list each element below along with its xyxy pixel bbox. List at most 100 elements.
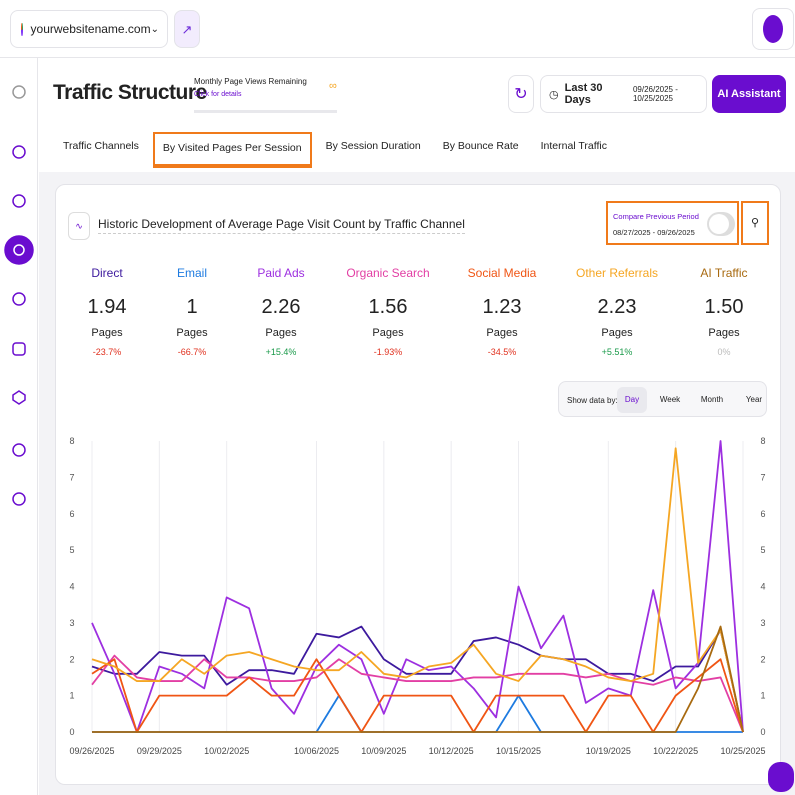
date-range-picker[interactable]: ◷ Last 30 Days 09/26/2025 - 10/25/2025: [540, 75, 707, 113]
chart-card: [55, 184, 781, 785]
kpi-name: Social Media: [467, 266, 537, 280]
kpi-value: 1.50: [704, 296, 744, 318]
tab[interactable]: By Visited Pages Per Session: [152, 132, 312, 166]
refresh-button[interactable]: ↻: [508, 75, 534, 113]
tab[interactable]: By Session Duration: [325, 140, 421, 152]
tab[interactable]: By Bounce Rate: [442, 140, 519, 152]
tab[interactable]: Traffic Channels: [63, 140, 139, 152]
show-by: Show data by: Day Week Month Year: [558, 381, 767, 417]
kpi-name: Organic Search: [346, 266, 430, 280]
toggle-switch[interactable]: [707, 212, 735, 236]
x-tick-label: 10/09/2025: [361, 746, 406, 756]
date-range: 09/26/2025 - 10/25/2025: [632, 85, 678, 103]
y2-tick-label: 2: [760, 654, 765, 664]
card-title: Historic Development of Average Page Vis…: [98, 217, 465, 234]
sidebar: [0, 58, 38, 795]
y2-tick-label: 7: [760, 472, 765, 482]
ai-assistant-label: AI Assistant: [717, 88, 781, 100]
show-by-label: Show data by:: [567, 396, 618, 405]
kpi-value: 1.94: [87, 296, 127, 318]
x-tick-label: 10/22/2025: [653, 746, 698, 756]
site-selector[interactable]: yourwebsitename.com ⌄: [10, 10, 168, 48]
kpi-change: -66.7%: [177, 347, 207, 357]
y2-tick-label: 0: [760, 727, 765, 737]
kpi-value: 1: [186, 296, 198, 318]
site-name: yourwebsitename.com: [30, 22, 151, 36]
date-range-label: Last 30 Days: [564, 82, 603, 106]
y-tick-label: 6: [69, 509, 74, 519]
top-bar: yourwebsitename.com ⌄ ↗: [0, 0, 795, 58]
show-by-option[interactable]: Month: [700, 395, 724, 404]
kpi-name: Direct: [91, 266, 123, 280]
y-tick-label: 0: [69, 727, 74, 737]
kpi-name: Other Referrals: [575, 266, 659, 280]
kpi-unit: Pages: [91, 327, 123, 339]
x-tick-label: 10/25/2025: [720, 746, 765, 756]
series-line: [91, 447, 744, 733]
y-tick-label: 2: [69, 654, 74, 664]
tabs: Traffic Channels By Visited Pages Per Ses…: [55, 132, 621, 166]
kpi-value: 1.23: [482, 296, 522, 318]
quota-value: ∞: [329, 80, 337, 92]
y2-tick-label: 1: [760, 691, 765, 701]
series-line: [91, 654, 744, 733]
y2-tick-label: 3: [760, 618, 765, 628]
y-tick-label: 1: [69, 691, 74, 701]
series-line: [91, 440, 744, 733]
y2-tick-label: 4: [760, 582, 765, 592]
kpi-value: 1.56: [368, 296, 408, 318]
kpi-unit: Pages: [708, 327, 740, 339]
quota-link[interactable]: Click for details: [194, 91, 242, 98]
sidebar-icons: [4, 85, 34, 506]
x-tick-label: 10/12/2025: [429, 746, 474, 756]
y2-tick-label: 8: [760, 436, 765, 446]
show-by-option[interactable]: Day: [617, 387, 647, 413]
compare-toggle[interactable]: Compare Previous Period 08/27/2025 - 09/…: [606, 201, 739, 245]
y-tick-label: 8: [69, 436, 74, 446]
kpi-value: 2.23: [597, 296, 637, 318]
quota-bar: [194, 110, 337, 113]
y-tick-label: 7: [69, 472, 74, 482]
show-by-option[interactable]: Week: [659, 395, 681, 404]
kpi-unit: Pages: [601, 327, 633, 339]
ai-assistant-button[interactable]: AI Assistant: [712, 75, 786, 113]
kpi-unit: Pages: [176, 327, 208, 339]
x-tick-label: 10/19/2025: [586, 746, 631, 756]
x-tick-label: 09/26/2025: [69, 746, 114, 756]
kpi-change: +5.51%: [601, 347, 633, 357]
y-tick-label: 4: [69, 582, 74, 592]
card-icon: ∿: [68, 212, 90, 240]
chat-button[interactable]: [768, 762, 794, 792]
tab[interactable]: Internal Traffic: [540, 140, 607, 152]
page-title: Traffic Structure: [53, 81, 207, 104]
kpi-value: 2.26: [261, 296, 301, 318]
x-tick-label: 09/29/2025: [137, 746, 182, 756]
kpi-change: -34.5%: [487, 347, 517, 357]
kpi-change: 0%: [717, 347, 731, 357]
filter-button[interactable]: ⚲: [741, 201, 769, 245]
kpi-change: -23.7%: [92, 347, 122, 357]
x-tick-label: 10/06/2025: [294, 746, 339, 756]
user-menu[interactable]: [752, 8, 794, 50]
x-tick-label: 10/15/2025: [496, 746, 541, 756]
show-by-option[interactable]: Year: [745, 395, 763, 404]
compare-label: Compare Previous Period: [613, 212, 699, 221]
site-icon: [21, 22, 23, 36]
kpi-change: +15.4%: [265, 347, 297, 357]
kpi-name: AI Traffic: [700, 266, 748, 280]
kpi-unit: Pages: [372, 327, 404, 339]
quota-label: Monthly Page Views Remaining: [194, 77, 307, 86]
kpi-name: Paid Ads: [257, 266, 305, 280]
series-line: [91, 658, 744, 733]
open-site-button[interactable]: ↗: [174, 10, 200, 48]
y2-tick-label: 5: [760, 545, 765, 555]
compare-range: 08/27/2025 - 09/26/2025: [613, 228, 695, 237]
x-tick-label: 10/02/2025: [204, 746, 249, 756]
kpi-unit: Pages: [265, 327, 297, 339]
y-tick-label: 3: [69, 618, 74, 628]
kpi-unit: Pages: [486, 327, 518, 339]
series-line: [92, 694, 743, 733]
y-tick-label: 5: [69, 545, 74, 555]
series-line: [92, 625, 744, 733]
